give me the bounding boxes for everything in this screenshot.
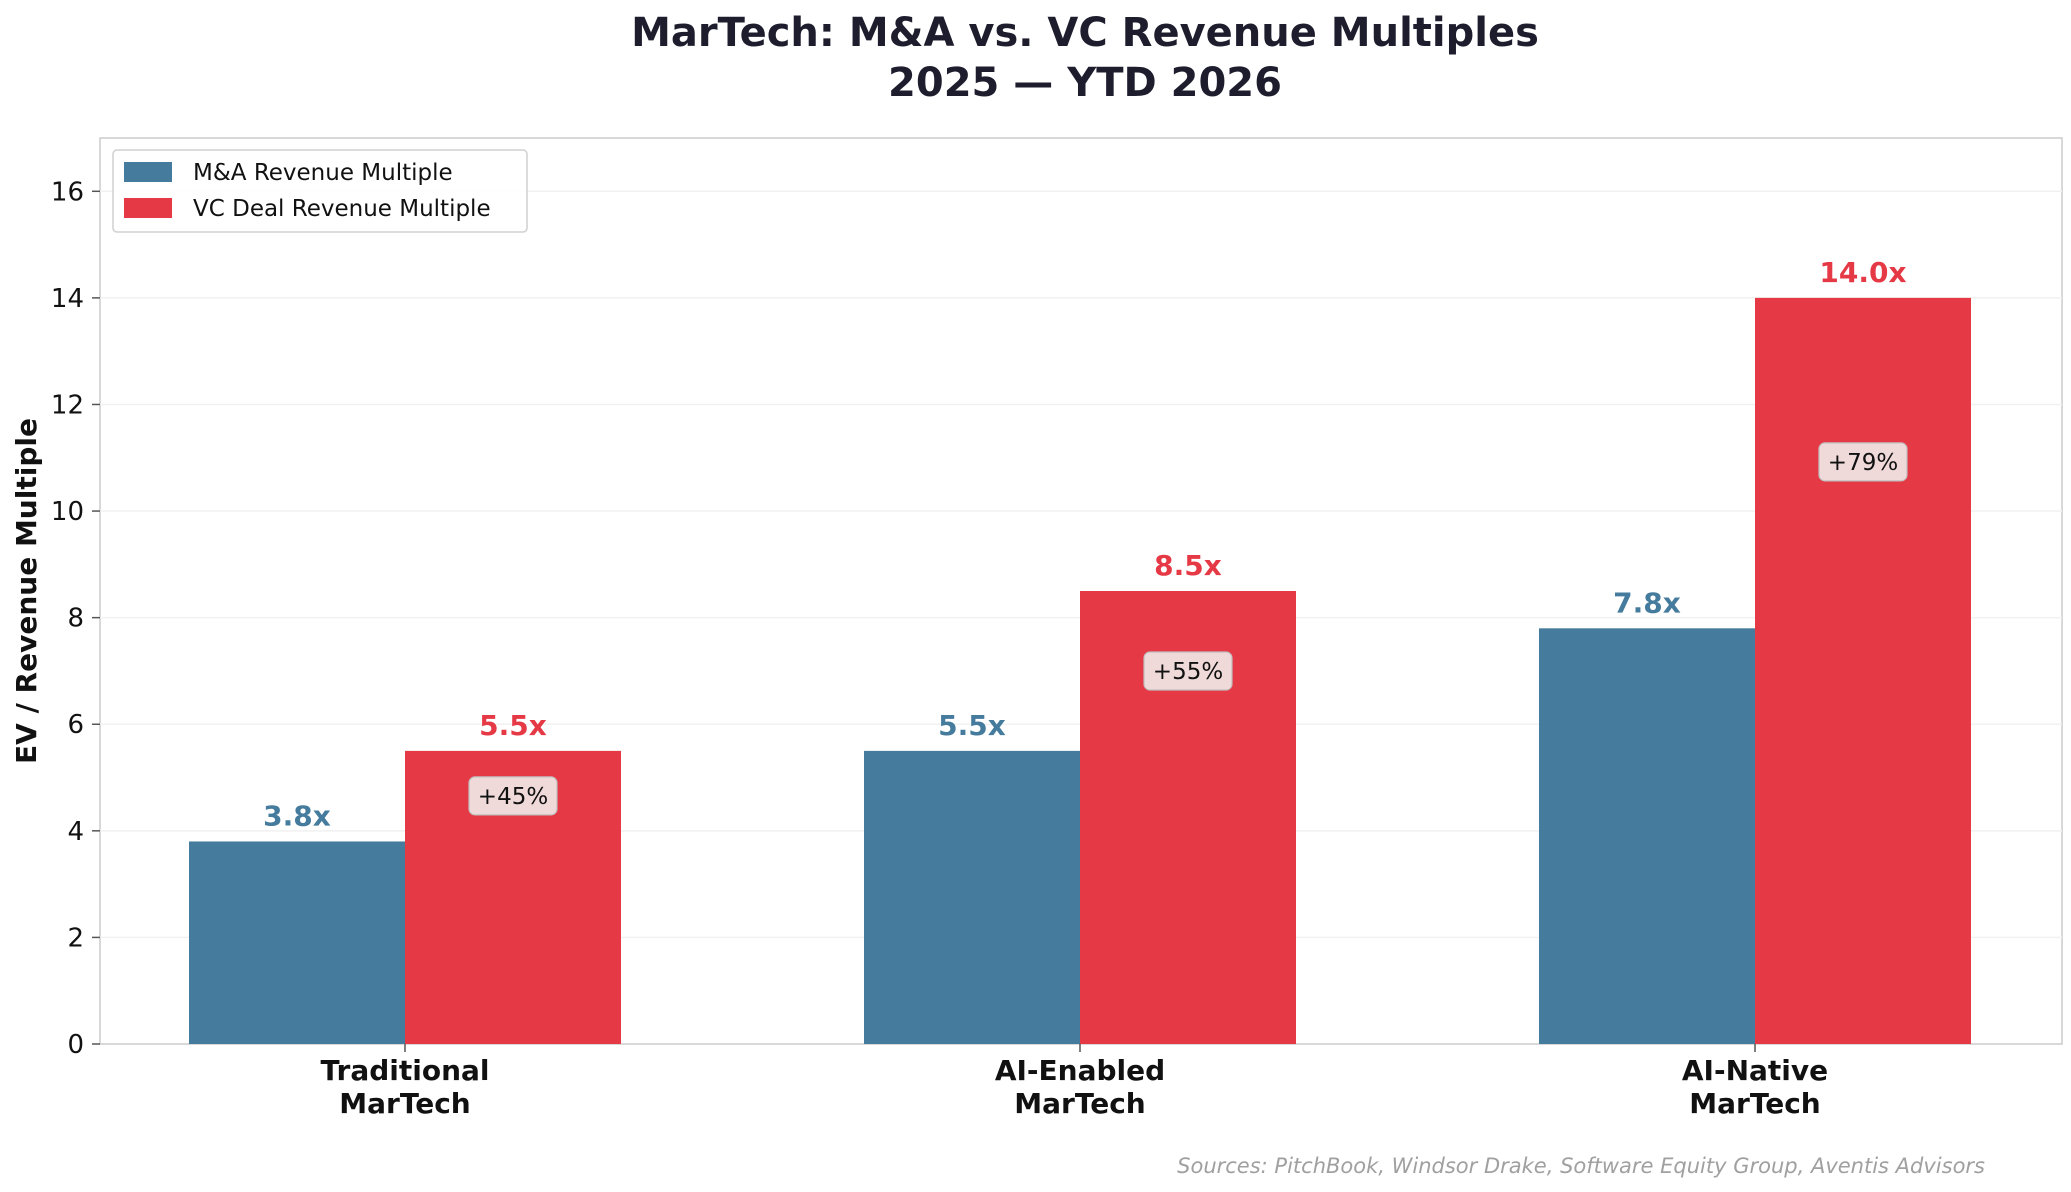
premium-badge [468,776,558,816]
y-tick-label: 16 [51,177,84,207]
y-tick-label: 2 [67,923,84,953]
legend-swatch-ma [124,162,172,182]
legend: M&A Revenue Multiple VC Deal Revenue Mul… [112,149,528,233]
premium-badge [1143,651,1233,691]
y-tick-label: 14 [51,284,84,314]
x-tick-label: Traditional MarTech [320,1054,489,1120]
y-axis-ticks: 0 2 4 6 8 10 12 14 16 [51,177,100,1060]
source-note: Sources: PitchBook, Windsor Drake, Softw… [1177,1154,1985,1178]
premium-badge [1818,442,1908,482]
chart-title-line-2: 2025 — YTD 2026 [888,60,1282,106]
bar-ma [189,841,405,1044]
bar-value-label-ma: 7.8x [1613,586,1681,619]
y-tick-label: 10 [51,497,84,527]
y-tick-label: 0 [67,1030,84,1060]
premium-label: +79% [1828,450,1898,476]
legend-label-vc: VC Deal Revenue Multiple [193,196,491,222]
bars [189,297,1971,1045]
bar-value-label-ma: 3.8x [263,799,331,832]
premium-label: +55% [1153,659,1223,685]
bar-ma [1539,628,1755,1044]
x-tick-label: AI-Native MarTech [1682,1054,1828,1120]
chart-title-line-1: MarTech: M&A vs. VC Revenue Multiples [631,10,1539,56]
bar-value-label-vc: 8.5x [1154,549,1222,582]
y-tick-label: 12 [51,390,84,420]
x-tick-label: AI-Enabled MarTech [995,1054,1165,1120]
y-tick-label: 4 [67,817,84,847]
legend-box [112,149,528,233]
legend-swatch-vc [124,198,172,218]
y-tick-label: 8 [67,604,84,634]
bar-ma [864,750,1080,1044]
bar-value-label-vc: 5.5x [479,709,547,742]
bar-value-label-vc: 14.0x [1819,256,1906,289]
premium-label: +45% [478,784,548,810]
y-tick-label: 6 [67,710,84,740]
x-axis-ticks: Traditional MarTech AI-Enabled MarTech AI-Na… [320,1044,1828,1120]
premium-annotations: +45% +55% +79% [468,442,1908,816]
bar-value-label-ma: 5.5x [938,709,1006,742]
data-labels: 3.8x 5.5x 5.5x 8.5x 7.8x 14.0x [263,256,1906,833]
bar-vc [1755,297,1971,1045]
legend-label-ma: M&A Revenue Multiple [193,160,453,186]
y-axis-label: EV / Revenue Multiple [10,418,43,764]
